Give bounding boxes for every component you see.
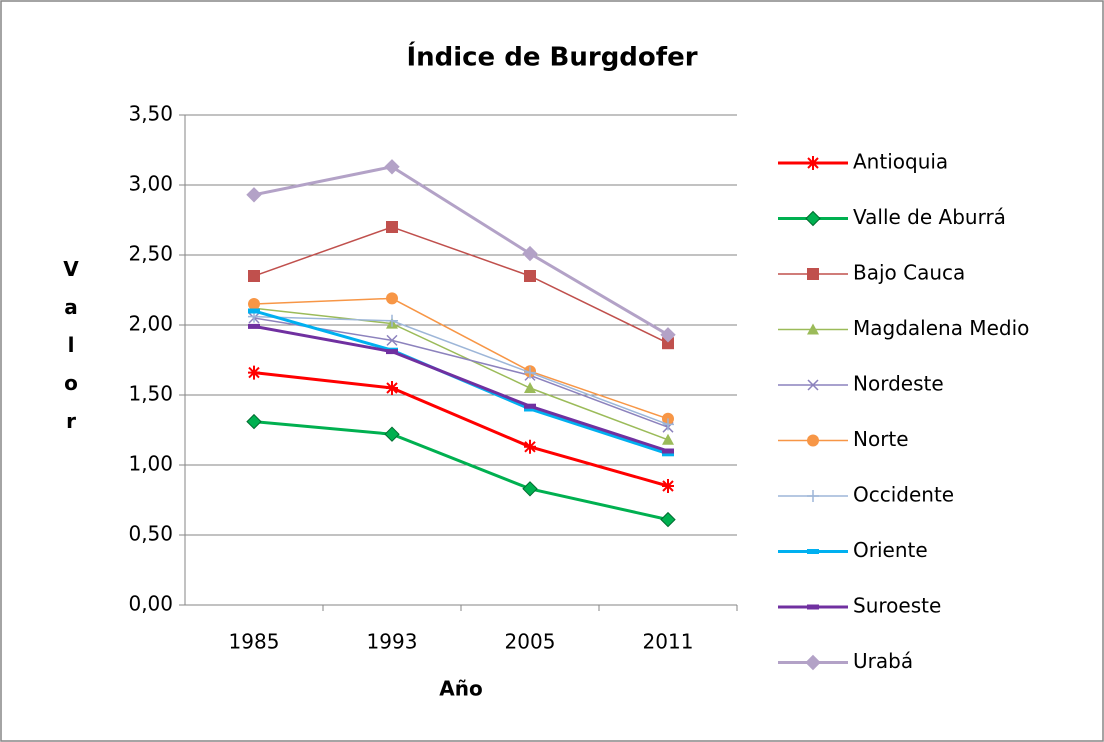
marker: [524, 366, 536, 379]
chart-title: Índice de Burgdofer: [406, 41, 697, 73]
marker: [386, 349, 398, 355]
legend-label: Valle de Aburrá: [853, 205, 1006, 229]
series-line: [253, 420, 669, 522]
marker: [807, 323, 819, 335]
marker: [807, 434, 819, 447]
series: Bajo Cauca: [248, 221, 965, 350]
marker: [807, 490, 819, 502]
legend-label: Nordeste: [853, 372, 944, 396]
series: Valle de Aburrá: [246, 205, 1006, 528]
legend-label: Antioquia: [853, 150, 948, 174]
marker: [248, 323, 260, 329]
marker: [524, 382, 536, 393]
marker: [807, 604, 819, 610]
marker: [248, 365, 260, 380]
y-tick-label: 2,50: [128, 242, 173, 266]
marker: [246, 413, 262, 430]
x-axis-title: Año: [439, 677, 482, 701]
legend-label: Oriente: [853, 538, 928, 562]
marker: [524, 406, 536, 412]
marker: [246, 187, 262, 203]
marker: [386, 221, 398, 233]
series-line: [253, 165, 669, 337]
series: Antioquia: [248, 150, 948, 493]
marker: [522, 481, 538, 497]
marker: [660, 511, 676, 528]
marker: [386, 292, 398, 305]
series: Suroeste: [248, 323, 941, 618]
y-tick-label: 1,00: [128, 452, 173, 476]
series: Nordeste: [248, 312, 944, 433]
marker: [386, 314, 398, 327]
legend-label: Norte: [853, 427, 909, 451]
y-tick-label: 3,50: [128, 102, 173, 126]
series: Urabá: [246, 159, 913, 673]
series-line: [253, 297, 669, 420]
series-line: [253, 315, 669, 426]
x-tick-label: 1993: [367, 630, 418, 654]
marker: [807, 268, 819, 280]
y-tick-label: 0,00: [128, 592, 173, 616]
x-tick-label: 2005: [505, 630, 556, 654]
marker: [524, 270, 536, 282]
marker: [807, 379, 819, 391]
y-tick-label: 3,00: [128, 172, 173, 196]
marker: [386, 381, 398, 395]
marker: [807, 549, 819, 554]
series: Occidente: [248, 310, 954, 507]
x-tick-label: 1985: [229, 630, 280, 654]
marker: [662, 337, 674, 350]
marker: [662, 479, 674, 493]
marker: [384, 159, 400, 175]
series: Norte: [248, 292, 909, 451]
marker: [384, 426, 400, 442]
marker: [805, 210, 821, 227]
marker: [522, 245, 538, 262]
marker: [805, 654, 821, 671]
series-line: [253, 226, 669, 344]
marker: [662, 451, 674, 457]
legend-label: Suroeste: [853, 594, 941, 618]
series-line: [253, 371, 669, 488]
marker: [524, 403, 536, 409]
y-tick-label: 2,00: [128, 312, 173, 336]
marker: [660, 327, 676, 343]
y-tick-label: 0,50: [128, 522, 173, 546]
x-tick-label: 2011: [643, 630, 694, 654]
series-line: [253, 324, 669, 453]
marker: [662, 448, 674, 454]
marker: [386, 334, 398, 346]
legend-label: Occidente: [853, 483, 954, 507]
legend-label: Bajo Cauca: [853, 261, 965, 285]
marker: [524, 439, 536, 454]
marker: [662, 418, 674, 431]
marker: [662, 433, 674, 445]
y-tick-label: 1,50: [128, 382, 173, 406]
legend-label: Urabá: [853, 649, 913, 673]
marker: [248, 270, 260, 282]
marker: [807, 156, 819, 170]
marker: [248, 308, 260, 314]
marker: [248, 298, 260, 310]
series: Magdalena Medio: [248, 302, 1029, 445]
series-line: [253, 307, 669, 441]
legend-label: Magdalena Medio: [853, 316, 1029, 340]
